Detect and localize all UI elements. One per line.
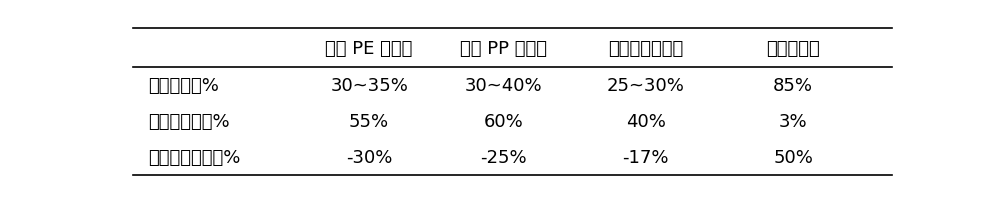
Text: 55%: 55% (349, 113, 389, 131)
Text: 30~40%: 30~40% (464, 77, 542, 95)
Text: 胡萝卜素变化率%: 胡萝卜素变化率% (148, 149, 241, 167)
Text: 复合纳米保鲜膜: 复合纳米保鲜膜 (608, 40, 683, 58)
Text: 3%: 3% (779, 113, 807, 131)
Text: 60%: 60% (483, 113, 523, 131)
Text: -30%: -30% (346, 149, 392, 167)
Text: 滤光衍射膜: 滤光衍射膜 (766, 40, 820, 58)
Text: 普通 PE 保鲜膜: 普通 PE 保鲜膜 (325, 40, 413, 58)
Text: 红光透过率%: 红光透过率% (148, 77, 219, 95)
Text: -17%: -17% (623, 149, 669, 167)
Text: 叶綠素降解率%: 叶綠素降解率% (148, 113, 230, 131)
Text: 25~30%: 25~30% (607, 77, 685, 95)
Text: -25%: -25% (480, 149, 527, 167)
Text: 40%: 40% (626, 113, 666, 131)
Text: 30~35%: 30~35% (330, 77, 408, 95)
Text: 50%: 50% (773, 149, 813, 167)
Text: 普通 PP 保鲜膜: 普通 PP 保鲜膜 (460, 40, 547, 58)
Text: 85%: 85% (773, 77, 813, 95)
